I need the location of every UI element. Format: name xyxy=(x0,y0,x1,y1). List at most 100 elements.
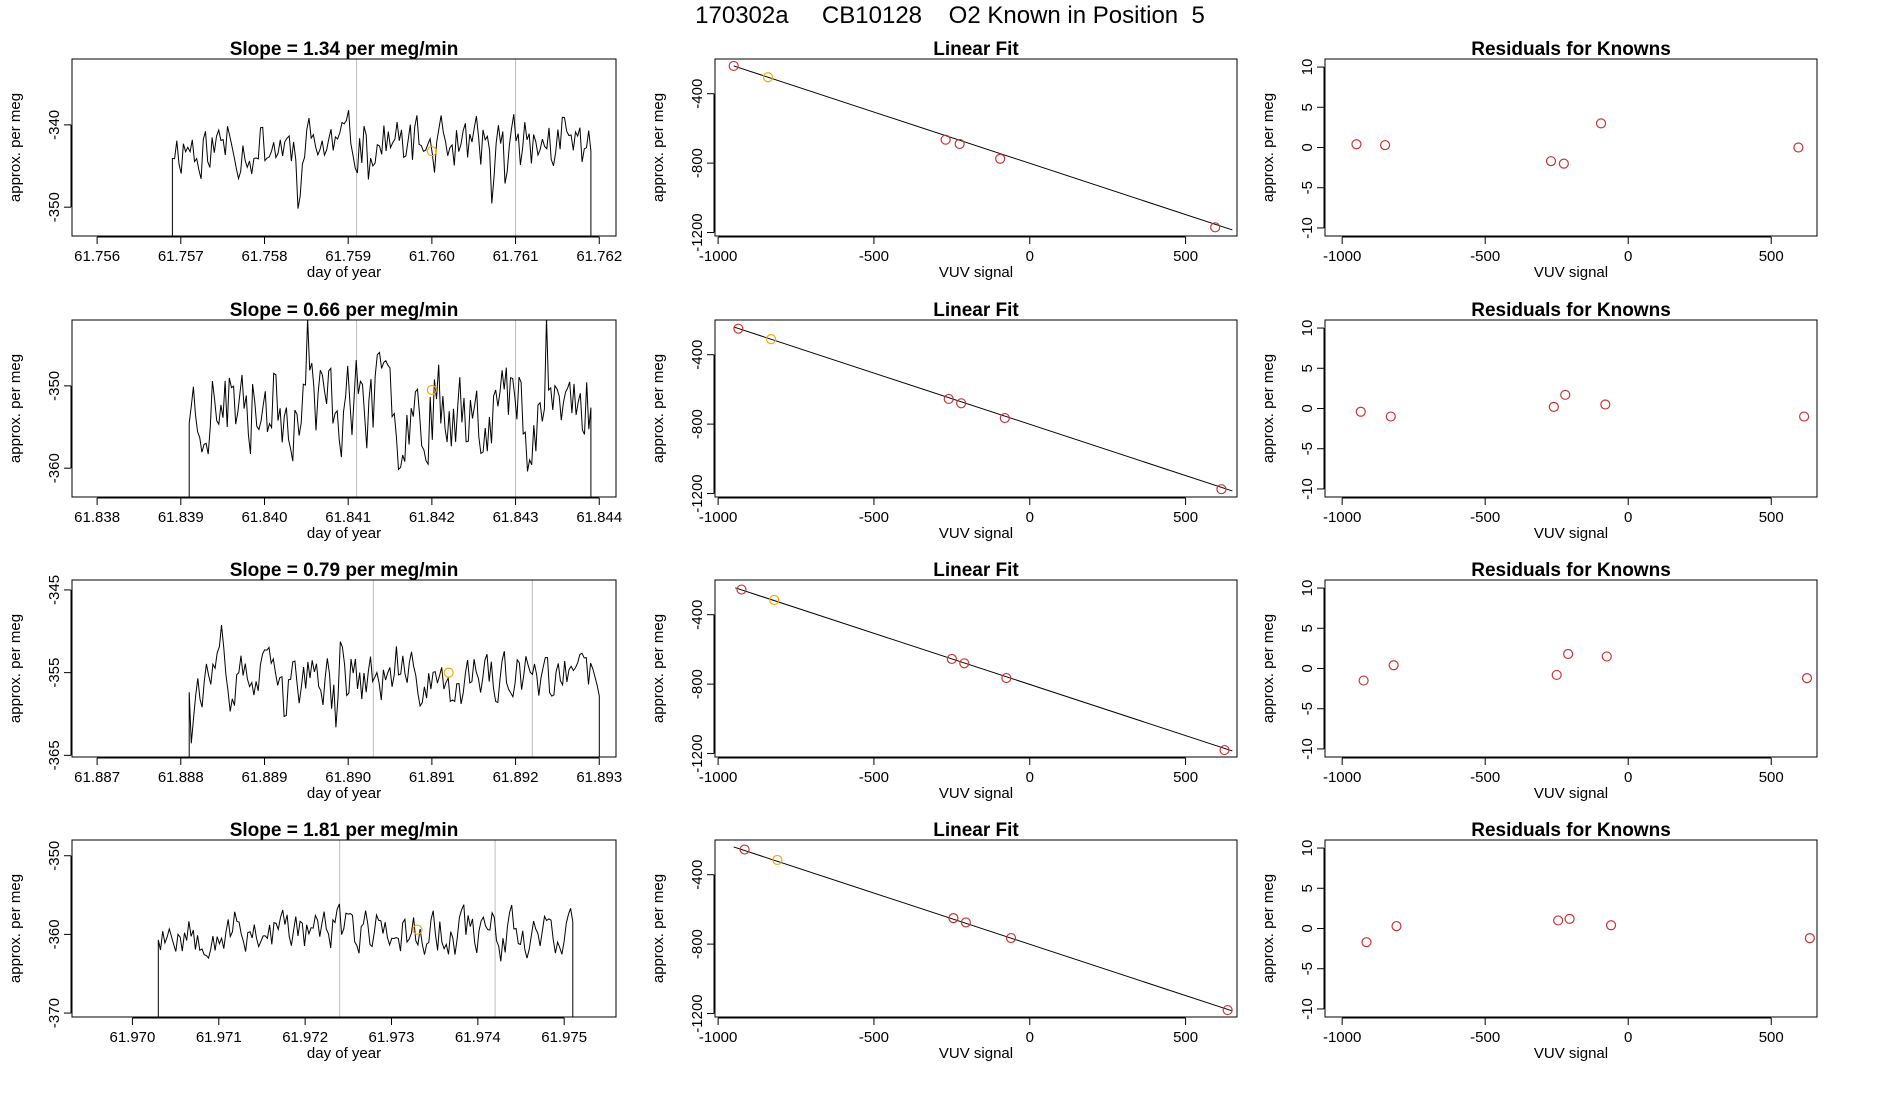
x-tick-label: 61.838 xyxy=(74,509,120,526)
y-axis-label: approx. per meg xyxy=(650,354,667,463)
x-tick-label: -500 xyxy=(859,769,889,786)
y-tick-label: 5 xyxy=(1299,103,1316,111)
x-tick-label: -500 xyxy=(1470,1029,1500,1046)
y-tick-label: -340 xyxy=(46,110,63,140)
y-tick-label: -1200 xyxy=(689,734,706,772)
data-point-red xyxy=(1600,399,1611,410)
fit-line xyxy=(733,65,1233,231)
x-axis-label: day of year xyxy=(307,264,381,281)
y-tick-label: -400 xyxy=(689,79,706,109)
data-point-red xyxy=(1601,651,1612,662)
x-tick-label: 500 xyxy=(1759,509,1784,526)
data-point-red xyxy=(954,138,965,150)
data-point-red xyxy=(1548,401,1559,412)
y-tick-label: 10 xyxy=(1299,59,1316,76)
x-axis-label: day of year xyxy=(307,525,381,542)
plot-frame xyxy=(71,579,617,758)
x-tick-label: 500 xyxy=(1173,769,1198,786)
y-axis-label: approx. per meg xyxy=(1260,93,1277,202)
x-axis-label: VUV signal xyxy=(939,525,1013,542)
data-point-red xyxy=(1560,389,1571,400)
x-tick-label: 61.842 xyxy=(409,509,455,526)
data-point-red xyxy=(1553,915,1564,926)
y-tick-label: -800 xyxy=(689,929,706,959)
y-tick-label: 0 xyxy=(1299,924,1316,932)
y-tick-label: -355 xyxy=(46,658,63,688)
y-axis-label: approx. per meg xyxy=(1260,874,1277,983)
x-tick-label: 61.759 xyxy=(325,248,371,265)
x-tick-label: -1000 xyxy=(1323,769,1361,786)
x-tick-label: 0 xyxy=(1026,769,1034,786)
plot-frame xyxy=(71,58,617,237)
x-axis-label: VUV signal xyxy=(939,1045,1013,1062)
x-tick-label: -500 xyxy=(859,509,889,526)
y-tick-label: -10 xyxy=(1299,998,1316,1020)
y-tick-label: -370 xyxy=(46,998,63,1028)
x-tick-label: 61.843 xyxy=(493,509,539,526)
data-point-red xyxy=(946,653,957,665)
panel-slope-row-4: Slope = 1.81 per meg/min 61.970 61.971 61.9… xyxy=(7,820,617,1062)
x-tick-label: 0 xyxy=(1026,248,1034,265)
x-tick-label: -500 xyxy=(1470,769,1500,786)
x-tick-label: 0 xyxy=(1624,1029,1632,1046)
data-point-red xyxy=(1793,142,1804,153)
x-tick-label: 500 xyxy=(1759,248,1784,265)
x-tick-label: 61.890 xyxy=(325,769,371,786)
x-tick-label: 61.762 xyxy=(576,248,622,265)
fit-line xyxy=(733,326,1233,492)
panel-slope-row-3: Slope = 0.79 per meg/min 61.887 61.888 61.8… xyxy=(7,560,622,802)
panel-title: Slope = 0.66 per meg/min xyxy=(230,300,459,321)
x-tick-label: 61.839 xyxy=(158,509,204,526)
plot-frame xyxy=(714,579,1238,758)
data-point-red xyxy=(1005,932,1017,944)
x-axis-label: VUV signal xyxy=(1534,785,1608,802)
x-tick-label: 0 xyxy=(1624,509,1632,526)
y-tick-label: -365 xyxy=(46,740,63,770)
data-point-orange xyxy=(772,854,783,866)
x-tick-label: 0 xyxy=(1624,248,1632,265)
x-tick-label: -1000 xyxy=(699,1029,737,1046)
data-point-red xyxy=(1351,139,1362,150)
y-tick-label: -800 xyxy=(689,669,706,699)
x-tick-label: 61.840 xyxy=(242,509,288,526)
x-tick-label: 61.756 xyxy=(74,248,120,265)
y-tick-label: -360 xyxy=(46,453,63,483)
panel-title: Linear Fit xyxy=(933,300,1019,321)
orange-marker xyxy=(412,924,423,935)
fit-line xyxy=(733,846,1233,1012)
data-point-red xyxy=(1558,158,1569,169)
data-point-red xyxy=(1216,484,1227,495)
data-point-red xyxy=(959,658,970,669)
x-axis-label: VUV signal xyxy=(1534,525,1608,542)
x-tick-label: 61.844 xyxy=(576,509,622,526)
panel-slope-row-2: Slope = 0.66 per meg/min 61.838 61.839 61.8… xyxy=(7,300,622,542)
y-axis-label: approx. per meg xyxy=(7,354,24,463)
data-point-red xyxy=(1563,648,1574,660)
plot-frame xyxy=(1324,579,1818,758)
data-point-red xyxy=(1804,933,1815,944)
data-point-red xyxy=(1222,1004,1233,1016)
x-tick-label: 61.974 xyxy=(455,1029,501,1046)
data-point-orange xyxy=(762,72,774,83)
data-point-red xyxy=(940,134,951,145)
x-tick-label: 61.888 xyxy=(158,769,204,786)
figure-title: 170302a CB10128 O2 Known in Position 5 xyxy=(695,2,1205,29)
y-tick-label: 0 xyxy=(1299,404,1316,412)
panel-title: Slope = 1.34 per meg/min xyxy=(230,39,459,60)
panel-residuals-row-2: Residuals for Knowns -1000 -500 0 500 VUV sig… xyxy=(1260,300,1818,542)
data-point-red xyxy=(1799,411,1810,422)
data-point-red xyxy=(995,153,1006,164)
y-tick-label: 5 xyxy=(1299,884,1316,892)
y-tick-label: 10 xyxy=(1299,840,1316,857)
x-tick-label: 500 xyxy=(1759,1029,1784,1046)
y-tick-label: -5 xyxy=(1299,962,1316,975)
y-tick-label: -350 xyxy=(46,192,63,222)
x-tick-label: -1000 xyxy=(699,769,737,786)
x-tick-label: 61.892 xyxy=(493,769,539,786)
panel-fit-row-3: Linear Fit -1000 -500 0 500 VUV signal -400 -80… xyxy=(650,560,1238,802)
x-tick-label: 61.758 xyxy=(242,248,288,265)
x-tick-label: 61.973 xyxy=(369,1029,415,1046)
y-tick-label: -800 xyxy=(689,409,706,439)
x-tick-label: 61.887 xyxy=(74,769,120,786)
x-tick-label: 0 xyxy=(1624,769,1632,786)
